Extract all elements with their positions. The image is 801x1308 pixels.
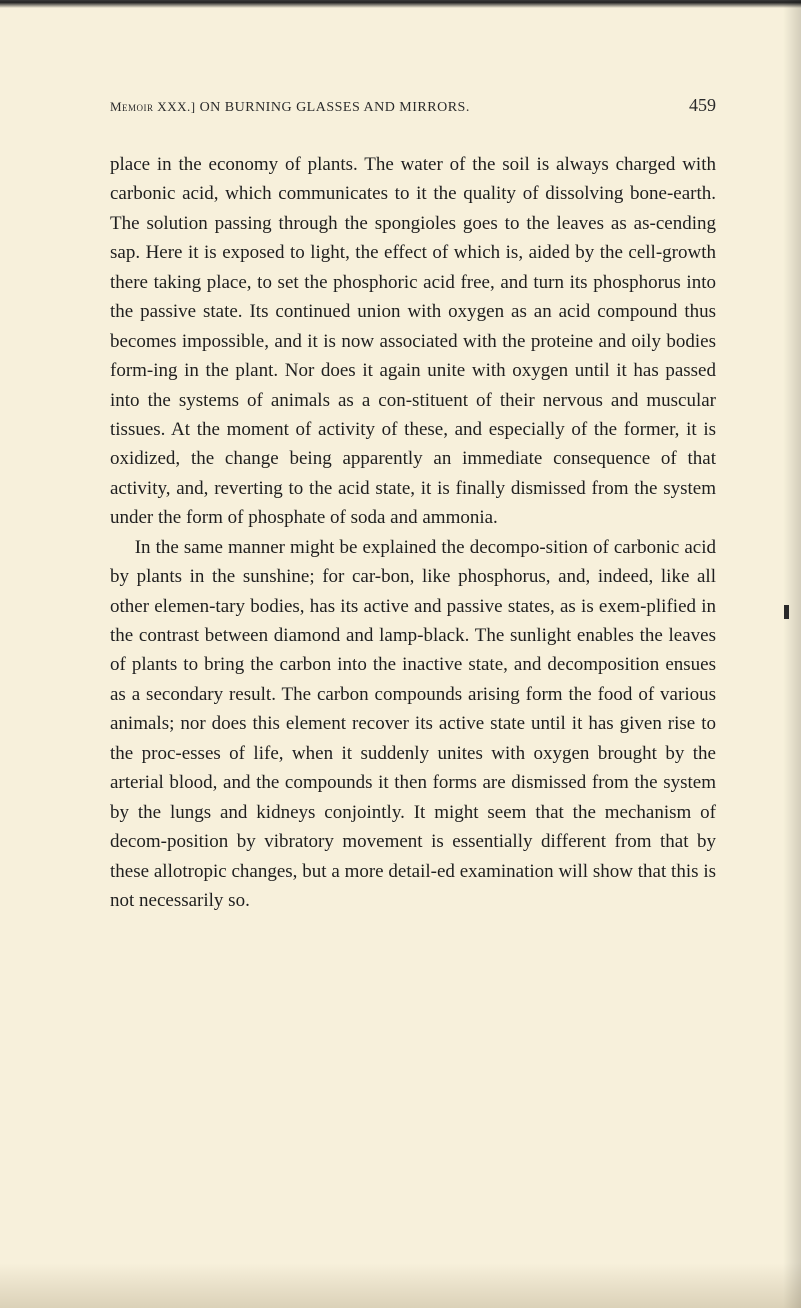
paragraph-2: In the same manner might be explained th…	[110, 533, 716, 916]
book-page: Memoir XXX.] ON BURNING GLASSES AND MIRR…	[0, 0, 801, 1308]
bottom-shadow	[0, 1263, 801, 1308]
header-title: ON BURNING GLASSES AND MIRRORS.	[200, 100, 470, 115]
body-text: place in the economy of plants. The wate…	[110, 150, 716, 915]
header-left: Memoir XXX.] ON BURNING GLASSES AND MIRR…	[110, 99, 470, 116]
page-number: 459	[689, 95, 716, 116]
paragraph-1: place in the economy of plants. The wate…	[110, 150, 716, 533]
margin-mark	[784, 605, 789, 619]
memoir-label: Memoir XXX.]	[110, 99, 196, 114]
edge-shadow	[783, 0, 801, 1308]
running-header: Memoir XXX.] ON BURNING GLASSES AND MIRR…	[110, 95, 716, 118]
